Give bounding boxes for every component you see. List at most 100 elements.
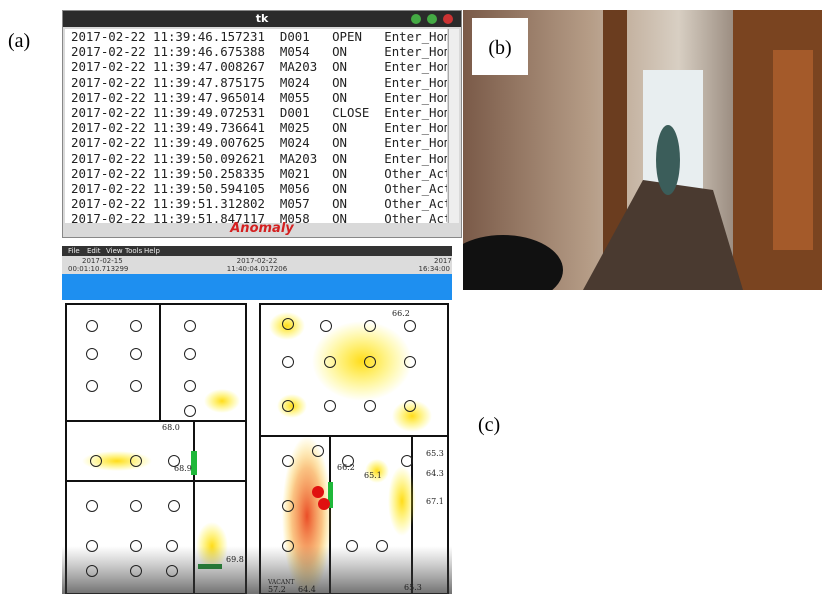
log-row: 2017-02-22 11:39:51.312802 M057 ON Other_Ac… bbox=[65, 196, 447, 211]
temperature-reading: 66.2 bbox=[337, 463, 355, 472]
heat-spot bbox=[269, 312, 305, 340]
motion-sensor bbox=[364, 320, 376, 332]
log-field: 2017-02-22 11:39:49.007625 bbox=[71, 135, 265, 151]
heat-spot bbox=[365, 459, 389, 483]
log-field: 2017-02-22 11:39:47.008267 bbox=[71, 59, 265, 75]
timeline-label: 11:40:04.017206 bbox=[227, 265, 288, 273]
motion-sensor bbox=[346, 540, 358, 552]
temperature-reading: 69.8 bbox=[226, 555, 244, 564]
log-row: 2017-02-22 11:39:47.965014 M055 ON Enter_Ho… bbox=[65, 90, 447, 105]
log-field: ON bbox=[332, 74, 347, 90]
log-field: MA203 bbox=[279, 59, 318, 75]
motion-sensor bbox=[324, 356, 336, 368]
minimize-button[interactable] bbox=[411, 14, 421, 24]
log-field: MA203 bbox=[279, 150, 318, 166]
motion-sensor bbox=[130, 500, 142, 512]
motion-sensor bbox=[282, 400, 294, 412]
log-field: 2017-02-22 11:39:51.847117 bbox=[71, 211, 265, 223]
motion-sensor bbox=[184, 380, 196, 392]
motion-sensor bbox=[364, 356, 376, 368]
log-field: Enter_Home bbox=[384, 89, 447, 105]
motion-sensor bbox=[130, 380, 142, 392]
log-field: ON bbox=[332, 165, 347, 181]
log-field: Enter_Home bbox=[384, 104, 447, 120]
scrollbar[interactable] bbox=[448, 29, 459, 223]
timeline-bar[interactable] bbox=[62, 274, 452, 300]
motion-sensor bbox=[86, 348, 98, 360]
log-field: 2017-02-22 11:39:50.594105 bbox=[71, 180, 265, 196]
log-row: 2017-02-22 11:39:50.594105 M056 ON Other_Ac… bbox=[65, 181, 447, 196]
temperature-reading: 68.9 bbox=[174, 464, 192, 473]
motion-sensor bbox=[184, 405, 196, 417]
timeline-label: 2017-02-22 bbox=[237, 257, 278, 265]
log-field: Enter_Home bbox=[384, 29, 447, 44]
log-row: 2017-02-22 11:39:50.258335 M021 ON Other_Ac… bbox=[65, 166, 447, 181]
temperature-reading: 65.3 bbox=[404, 583, 422, 592]
temperature-reading: 65.3 bbox=[426, 449, 444, 458]
temperature-reading: 67.1 bbox=[426, 497, 444, 506]
log-row: 2017-02-22 11:39:46.675388 M054 ON Enter_Ho… bbox=[65, 44, 447, 59]
log-field: 2017-02-22 11:39:46.157231 bbox=[71, 29, 265, 44]
log-field: CLOSE bbox=[332, 104, 370, 120]
log-field: OPEN bbox=[332, 29, 362, 44]
motion-sensor bbox=[130, 565, 142, 577]
log-field: 2017-02-22 11:39:49.072531 bbox=[71, 104, 265, 120]
heat-spot bbox=[277, 394, 307, 418]
timeline-label: 16:34:00 bbox=[419, 265, 450, 273]
motion-sensor bbox=[130, 540, 142, 552]
temperature-reading: 57.2 bbox=[268, 585, 286, 594]
timeline-label: 2017-02-15 bbox=[82, 257, 123, 265]
title-bar: tk bbox=[63, 11, 461, 27]
log-field: 2017-02-22 11:39:46.675388 bbox=[71, 44, 265, 60]
log-field: 2017-02-22 11:39:47.965014 bbox=[71, 89, 265, 105]
menu-item: File bbox=[68, 247, 80, 255]
motion-sensor bbox=[86, 320, 98, 332]
motion-sensor bbox=[364, 400, 376, 412]
motion-sensor bbox=[166, 540, 178, 552]
motion-sensor bbox=[86, 565, 98, 577]
motion-sensor bbox=[168, 455, 180, 467]
motion-sensor bbox=[130, 348, 142, 360]
log-field: 2017-02-22 11:39:51.312802 bbox=[71, 196, 265, 212]
log-field: ON bbox=[332, 180, 347, 196]
log-field: Other_Activity bbox=[384, 165, 447, 181]
motion-sensor bbox=[282, 455, 294, 467]
maximize-button[interactable] bbox=[427, 14, 437, 24]
photo: (b) bbox=[463, 10, 822, 290]
log-row: 2017-02-22 11:39:49.736641 M025 ON Enter_Ho… bbox=[65, 120, 447, 135]
log-field: D001 bbox=[279, 104, 310, 120]
motion-sensor bbox=[130, 320, 142, 332]
motion-sensor bbox=[282, 318, 294, 330]
log-field: M054 bbox=[279, 44, 310, 60]
motion-sensor bbox=[184, 348, 196, 360]
motion-sensor bbox=[166, 565, 178, 577]
log-field: Other_Activity bbox=[384, 211, 447, 223]
log-field: ON bbox=[332, 120, 347, 136]
menu-item: Help bbox=[144, 247, 161, 255]
log-field: ON bbox=[332, 89, 347, 105]
window-title: tk bbox=[255, 12, 269, 25]
log-row: 2017-02-22 11:39:46.157231 D001 OPEN Enter_… bbox=[65, 29, 447, 44]
motion-sensor bbox=[86, 500, 98, 512]
log-field: 2017-02-22 11:39:50.092621 bbox=[71, 150, 265, 166]
motion-sensor bbox=[282, 356, 294, 368]
motion-sensor bbox=[86, 380, 98, 392]
log-field: D001 bbox=[279, 29, 310, 44]
motion-sensor bbox=[342, 455, 354, 467]
motion-sensor bbox=[130, 455, 142, 467]
log-field: 2017-02-22 11:39:49.736641 bbox=[71, 120, 265, 136]
motion-sensor bbox=[404, 400, 416, 412]
log-field: Other_Activity bbox=[384, 196, 447, 212]
log-field: Enter_Home bbox=[384, 150, 447, 166]
motion-sensor bbox=[376, 540, 388, 552]
close-button[interactable] bbox=[443, 14, 453, 24]
log-field: Enter_Home bbox=[384, 74, 447, 90]
log-row: 2017-02-22 11:39:49.072531 D001 CLOSE Enter… bbox=[65, 105, 447, 120]
log-field: ON bbox=[332, 44, 347, 60]
log-field: 2017-02-22 11:39:50.258335 bbox=[71, 165, 265, 181]
log-row: 2017-02-22 11:39:50.092621 MA203 ON Enter_H… bbox=[65, 151, 447, 166]
log-list: 2017-02-22 11:39:46.157231 D001 OPEN Enter_… bbox=[65, 29, 447, 223]
motion-sensor bbox=[86, 540, 98, 552]
log-field: Enter_Home bbox=[384, 44, 447, 60]
label-box bbox=[472, 18, 528, 75]
